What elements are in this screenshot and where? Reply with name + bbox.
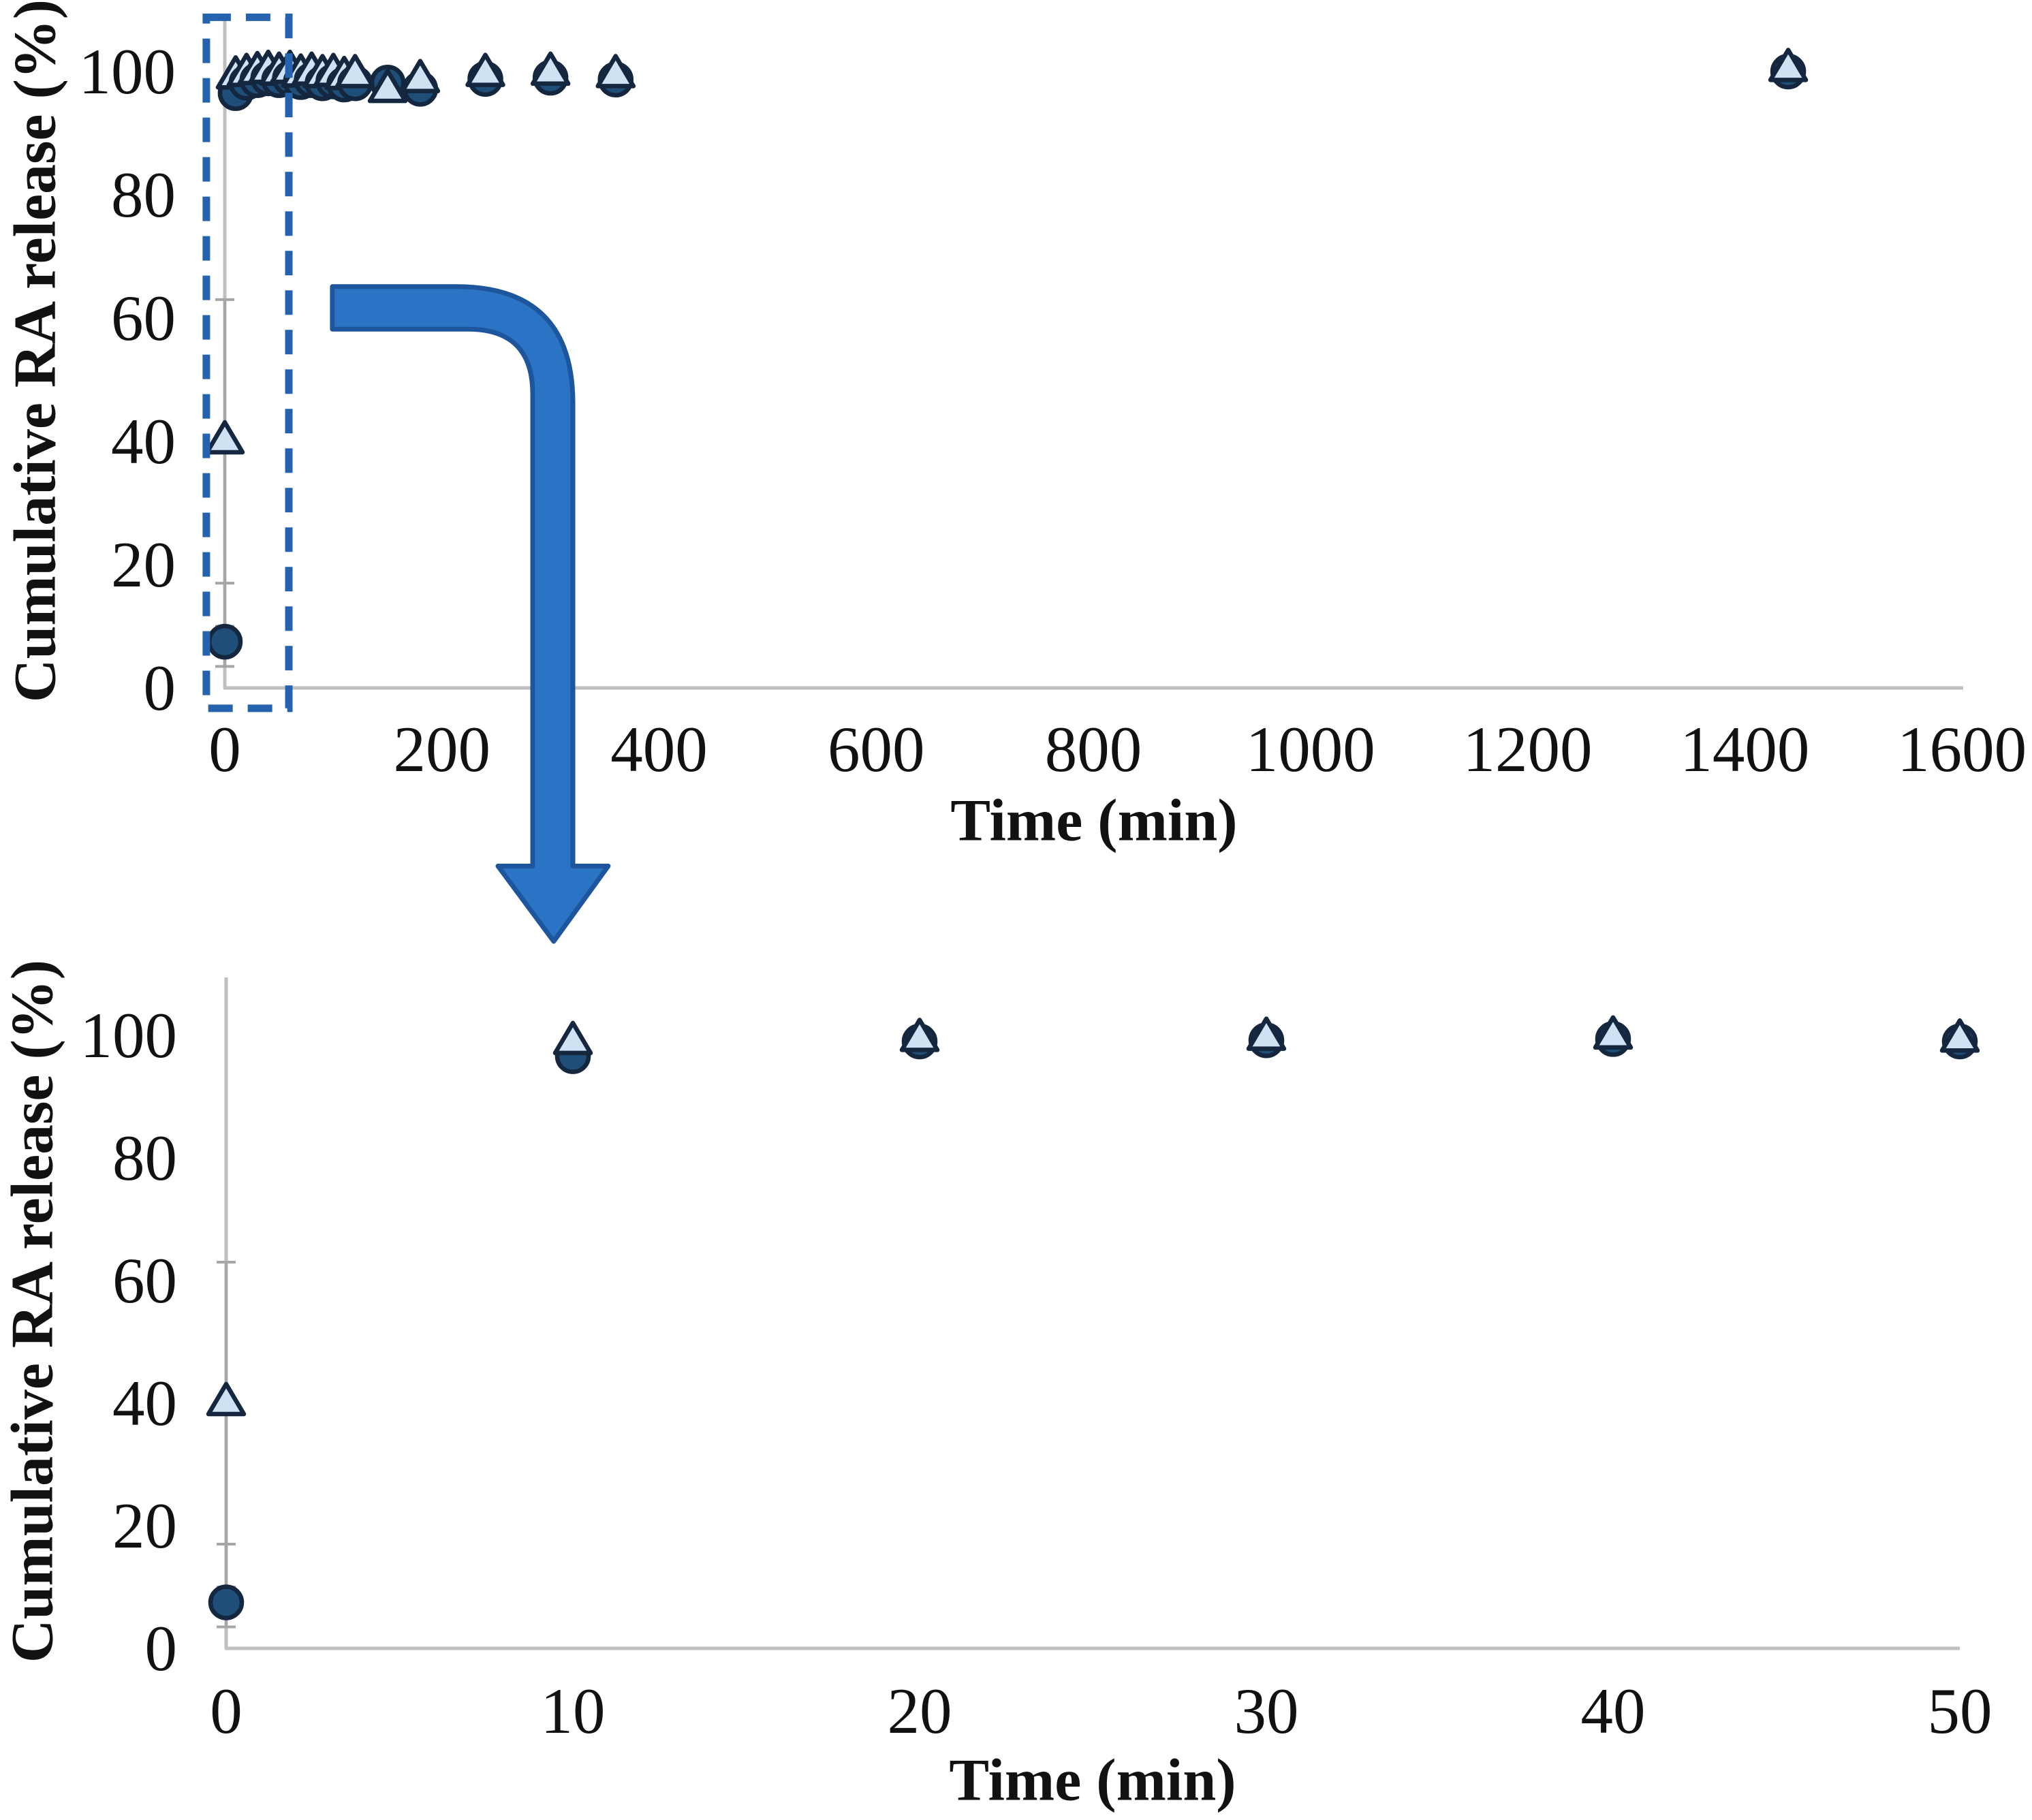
- top-y-axis-title: Cumulative RA release (%): [3, 0, 69, 702]
- bottom-x-axis-title: Time (min): [949, 1748, 1236, 1814]
- data-point-triangle: [1768, 48, 1809, 82]
- data-point-triangle: [1939, 1018, 1980, 1053]
- x-tick-label: 10: [541, 1675, 606, 1747]
- x-tick-label: 400: [610, 713, 708, 785]
- data-point-triangle: [206, 1381, 247, 1417]
- data-point-circle: [208, 1584, 245, 1620]
- zoom-annotations: [202, 13, 611, 944]
- x-tick-label: 1400: [1680, 713, 1809, 785]
- y-tick-label: 0: [145, 1612, 178, 1684]
- top-x-axis-title: Time (min): [950, 788, 1237, 854]
- x-tick-label: 800: [1045, 713, 1142, 785]
- data-point-triangle: [530, 51, 571, 87]
- data-point-triangle: [367, 68, 408, 104]
- bottom-chart: 0 20 40 60 80 100 0 10 20 30 40 50: [80, 977, 1992, 1747]
- data-point-triangle: [899, 1018, 940, 1052]
- x-tick-label: 1200: [1463, 713, 1593, 785]
- x-tick-label: 0: [208, 713, 241, 785]
- data-point-triangle: [1593, 1015, 1634, 1050]
- zoom-region-box: [202, 13, 293, 712]
- bottom-y-axis-title: Cumulative RA release (%): [0, 960, 66, 1663]
- x-tick-label: 600: [828, 713, 925, 785]
- y-tick-label: 0: [144, 652, 176, 724]
- y-tick-label: 80: [111, 159, 176, 231]
- y-tick-label: 40: [112, 1367, 177, 1439]
- x-tick-label: 200: [394, 713, 491, 785]
- zoom-arrow: [330, 284, 611, 944]
- x-tick-label: 1000: [1246, 713, 1375, 785]
- y-tick-label: 100: [80, 999, 178, 1071]
- x-tick-label: 30: [1234, 1675, 1299, 1747]
- data-point-circle: [206, 623, 243, 660]
- y-tick-label: 80: [112, 1122, 177, 1194]
- y-tick-label: 40: [111, 405, 176, 477]
- data-point-triangle: [1246, 1016, 1287, 1051]
- data-point-triangle: [400, 59, 441, 93]
- y-tick-label: 60: [111, 282, 176, 354]
- y-tick-label: 20: [112, 1490, 177, 1562]
- y-tick-label: 60: [112, 1244, 177, 1317]
- x-tick-label: 0: [210, 1675, 243, 1747]
- data-point-triangle: [595, 54, 636, 89]
- x-tick-label: 1600: [1897, 713, 2027, 785]
- data-point-triangle: [552, 1020, 593, 1056]
- x-tick-label: 20: [888, 1675, 952, 1747]
- y-tick-label: 20: [111, 529, 176, 601]
- data-point-triangle: [335, 54, 375, 89]
- x-tick-label: 40: [1581, 1675, 1646, 1747]
- data-point-triangle: [465, 52, 505, 87]
- y-tick-label: 100: [79, 35, 176, 108]
- x-tick-label: 50: [1928, 1675, 1992, 1747]
- data-point-triangle: [204, 420, 245, 455]
